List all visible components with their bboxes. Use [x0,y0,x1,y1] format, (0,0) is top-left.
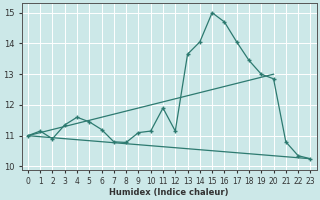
X-axis label: Humidex (Indice chaleur): Humidex (Indice chaleur) [109,188,229,197]
